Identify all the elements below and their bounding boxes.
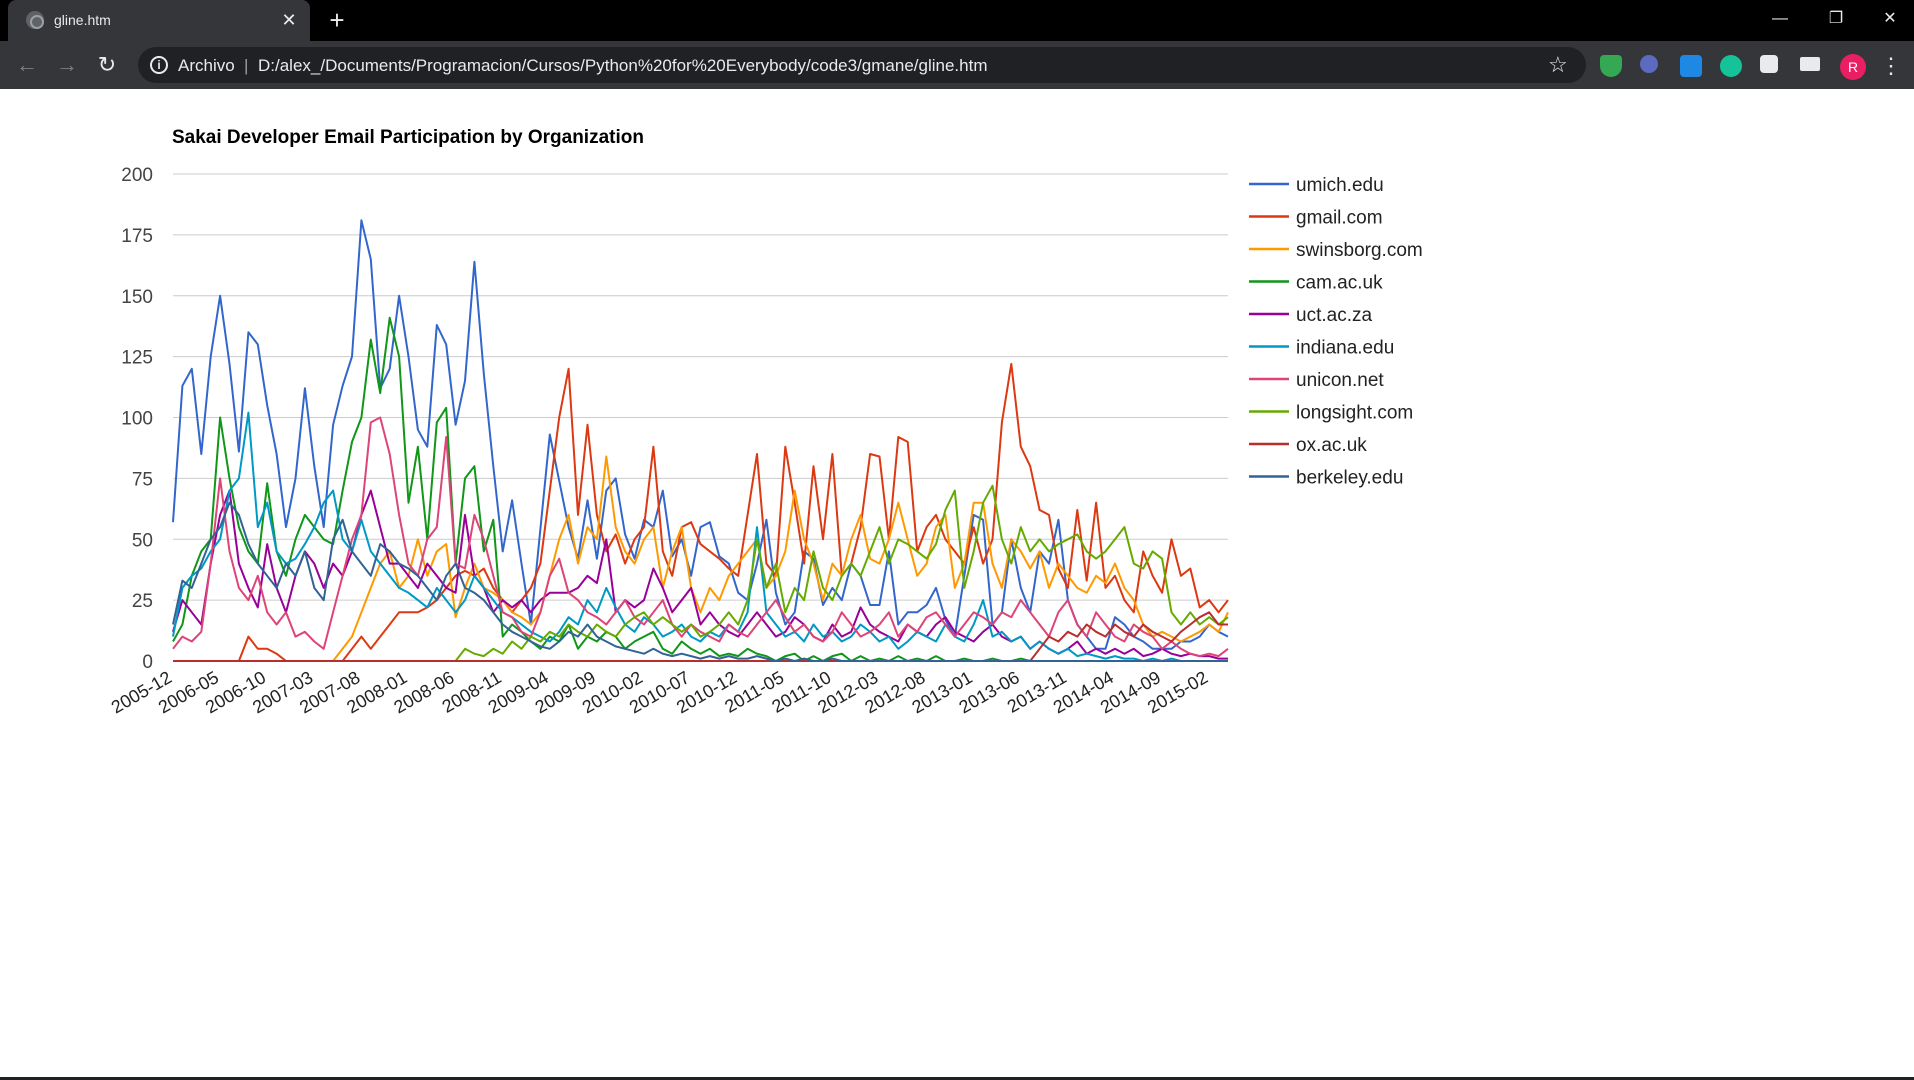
url-text[interactable]: D:/alex_/Documents/Programacion/Cursos/P…	[258, 56, 988, 75]
browser-toolbar: ← → ↻ i Archivo | D:/alex_/Documents/Pro…	[0, 41, 1914, 89]
legend-label: berkeley.edu	[1296, 468, 1403, 489]
legend-label: umich.edu	[1296, 175, 1384, 196]
series-line-cam-ac-uk	[172, 316, 1228, 662]
y-tick-label: 50	[132, 530, 153, 551]
y-tick-label: 125	[121, 348, 153, 369]
search-extension-icon[interactable]	[1640, 55, 1658, 73]
legend-label: cam.ac.uk	[1296, 273, 1383, 294]
close-window-button[interactable]: ✕	[1883, 10, 1897, 27]
restore-button[interactable]: ❐	[1828, 10, 1844, 27]
minimize-button[interactable]: —	[1772, 10, 1788, 27]
legend-label: swinsborg.com	[1296, 240, 1423, 261]
address-bar[interactable]: i Archivo | D:/alex_/Documents/Programac…	[138, 47, 1586, 83]
y-tick-label: 25	[132, 591, 153, 612]
y-tick-label: 175	[121, 226, 153, 247]
legend-label: longsight.com	[1296, 403, 1413, 424]
series-lines	[172, 219, 1229, 662]
legend: umich.edu gmail.com swinsborg.com cam.ac.uk…	[1249, 175, 1423, 489]
avatar[interactable]: R	[1840, 54, 1866, 80]
series-line-umich-edu	[172, 219, 1229, 650]
new-tab-button[interactable]: +	[329, 5, 345, 35]
url-separator: |	[244, 56, 249, 75]
back-button[interactable]: ←	[16, 52, 38, 77]
info-icon[interactable]: i	[150, 56, 168, 74]
puzzle-extensions-icon[interactable]	[1760, 55, 1778, 73]
forward-button[interactable]: →	[56, 52, 78, 77]
shield-extension-icon[interactable]	[1600, 55, 1622, 77]
legend-label: ox.ac.uk	[1296, 435, 1367, 456]
chart-title: Sakai Developer Email Participation by O…	[172, 127, 644, 148]
legend-label: gmail.com	[1296, 208, 1383, 229]
grammarly-extension-icon[interactable]	[1720, 55, 1742, 77]
legend-label: uct.ac.za	[1296, 305, 1372, 326]
y-tick-label: 0	[142, 652, 153, 673]
menu-icon[interactable]: ⋮	[1880, 53, 1902, 78]
tab-title: gline.htm	[54, 12, 111, 28]
bottom-edge	[0, 1077, 1914, 1080]
grid-lines	[173, 173, 1228, 662]
y-tick-label: 100	[121, 409, 153, 430]
tab-active[interactable]: gline.htm ✕	[8, 0, 310, 41]
bookmark-star-icon[interactable]: ☆	[1548, 52, 1568, 77]
series-line-berkeley-edu	[172, 501, 1228, 662]
series-line-ox-ac-uk	[173, 611, 1228, 662]
series-line-indiana-edu	[172, 411, 1228, 662]
legend-label: unicon.net	[1296, 370, 1384, 391]
close-tab-icon[interactable]: ✕	[281, 10, 297, 30]
series-line-unicon-net	[172, 416, 1229, 658]
line-chart: Sakai Developer Email Participation by O…	[108, 127, 1423, 717]
y-tick-label: 75	[132, 469, 153, 490]
legend-label: indiana.edu	[1296, 338, 1394, 359]
reload-button[interactable]: ↻	[97, 52, 117, 77]
page-content: Sakai Developer Email Participation by O…	[0, 89, 1914, 1080]
px-extension-icon[interactable]	[1680, 55, 1702, 77]
y-tick-label: 150	[121, 287, 153, 308]
media-queue-icon[interactable]	[1800, 57, 1820, 71]
series-line-swinsborg-com	[173, 455, 1229, 662]
x-axis-ticks: 2005-122006-052006-102007-032007-082008-…	[108, 667, 1211, 717]
y-axis-ticks: 0 25 50 75 100 125 150 175 200	[121, 165, 153, 673]
y-tick-label: 200	[121, 165, 153, 186]
tab-strip: gline.htm ✕ + — ❐ ✕	[0, 0, 1914, 41]
globe-icon	[26, 11, 44, 29]
series-line-gmail-com	[173, 362, 1229, 662]
scheme-label: Archivo	[178, 56, 235, 75]
